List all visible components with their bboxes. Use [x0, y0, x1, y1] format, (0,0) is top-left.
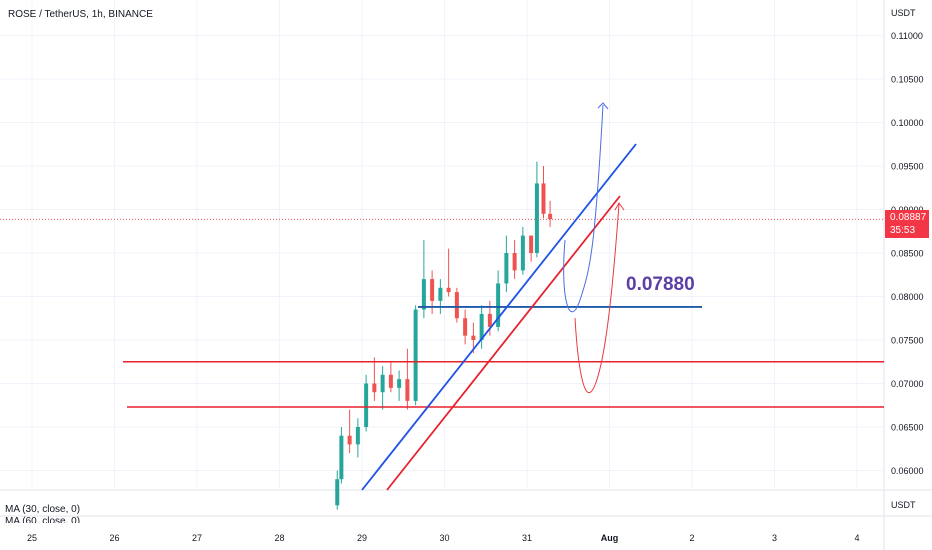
candle	[534, 161, 539, 258]
y-tick-label: 0.11000	[891, 31, 923, 41]
blue-trend-line	[361, 143, 637, 491]
candle	[380, 366, 385, 410]
candle	[541, 166, 546, 219]
candles	[335, 161, 553, 510]
candle	[446, 248, 451, 297]
y-tick-label: 0.10000	[891, 118, 924, 128]
price-axis-currency: USDT	[891, 8, 916, 18]
trend-drawings	[123, 102, 884, 491]
candle	[529, 235, 534, 262]
indicator-axis-currency: USDT	[891, 500, 916, 510]
x-tick-label: 2	[689, 533, 694, 543]
blue-arrow-head	[597, 102, 609, 110]
x-tick-label: Aug	[601, 533, 619, 543]
candle	[413, 305, 418, 406]
candle	[405, 348, 410, 410]
price-axis: 0.110000.105000.100000.095000.090000.085…	[891, 31, 924, 476]
candle	[347, 409, 352, 454]
candle	[548, 200, 553, 227]
bar-countdown: 35:53	[890, 225, 916, 236]
x-tick-label: 27	[192, 533, 202, 543]
last-price-tag: 0.08887 35:53	[885, 210, 929, 238]
candle	[335, 470, 340, 510]
candle	[397, 370, 402, 401]
candle	[438, 279, 443, 314]
x-tick-label: 30	[439, 533, 449, 543]
y-tick-label: 0.08500	[891, 249, 924, 259]
blue-projection-arrow	[563, 104, 604, 313]
x-tick-label: 29	[357, 533, 367, 543]
last-price-value: 0.08887	[890, 212, 927, 223]
candle	[355, 418, 360, 458]
x-tick-label: 25	[27, 533, 37, 543]
y-tick-label: 0.06500	[891, 423, 924, 433]
y-tick-label: 0.09500	[891, 162, 924, 172]
candle	[496, 270, 501, 332]
chart-title: ROSE / TetherUS, 1h, BINANCE	[8, 9, 153, 20]
red-arrow-head	[614, 202, 625, 211]
x-tick-label: 3	[772, 533, 777, 543]
red-trend-line	[386, 195, 621, 491]
candle	[372, 357, 377, 401]
candle	[454, 287, 459, 323]
candle	[479, 305, 484, 349]
indicator-ma30[interactable]: MA (30, close, 0)	[5, 504, 81, 515]
indicator-ma60[interactable]: MA (60, close, 0)	[5, 516, 81, 523]
candle	[388, 361, 393, 393]
level-annotation: 0.07880	[626, 274, 695, 295]
time-axis: 25 26 27 28 29 30 31 Aug 2 3 4	[27, 533, 860, 543]
x-tick-label: 31	[522, 533, 532, 543]
candle	[504, 235, 509, 293]
y-tick-label: 0.07000	[891, 379, 924, 389]
x-tick-label: 26	[109, 533, 119, 543]
candle	[463, 309, 468, 345]
x-tick-label: 4	[854, 533, 859, 543]
y-tick-label: 0.08000	[891, 292, 924, 302]
y-tick-label: 0.06000	[891, 466, 924, 476]
candle	[421, 239, 426, 319]
candle	[339, 427, 344, 484]
y-tick-label: 0.10500	[891, 75, 924, 85]
x-tick-label: 28	[274, 533, 284, 543]
y-tick-label: 0.07500	[891, 336, 924, 346]
candle	[364, 374, 369, 432]
candle	[520, 226, 525, 275]
candle	[512, 239, 517, 280]
red-projection-arrow	[574, 203, 620, 394]
